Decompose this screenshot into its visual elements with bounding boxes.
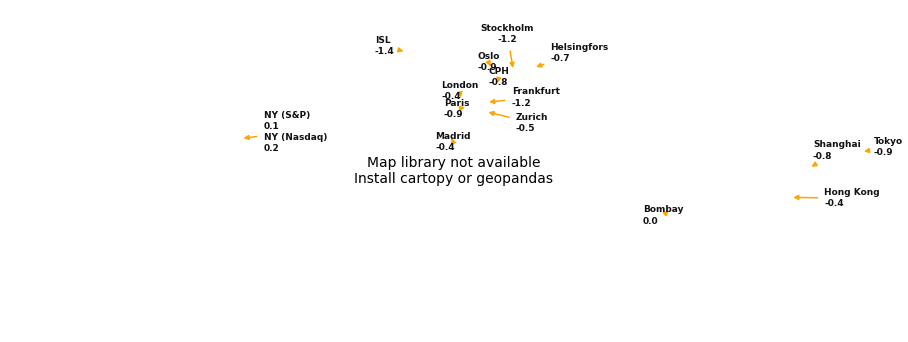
Text: Oslo
-0.9: Oslo -0.9 bbox=[477, 52, 499, 71]
Text: CPH
-0.8: CPH -0.8 bbox=[489, 67, 509, 87]
Text: Hong Kong
-0.4: Hong Kong -0.4 bbox=[794, 188, 880, 208]
Text: Paris
-0.9: Paris -0.9 bbox=[444, 100, 469, 119]
Text: Tokyo
-0.9: Tokyo -0.9 bbox=[865, 137, 903, 157]
Text: London
-0.4: London -0.4 bbox=[441, 81, 479, 101]
Text: Helsingfors
-0.7: Helsingfors -0.7 bbox=[538, 43, 609, 67]
Text: ISL
-1.4: ISL -1.4 bbox=[375, 36, 402, 56]
Text: Frankfurt
-1.2: Frankfurt -1.2 bbox=[490, 88, 559, 107]
Text: Zurich
-0.5: Zurich -0.5 bbox=[490, 111, 548, 133]
Text: NY (S&P)
0.1
NY (Nasdaq)
0.2: NY (S&P) 0.1 NY (Nasdaq) 0.2 bbox=[245, 110, 327, 153]
Text: Stockholm
-1.2: Stockholm -1.2 bbox=[480, 24, 534, 66]
Text: Bombay
0.0: Bombay 0.0 bbox=[643, 206, 684, 225]
Text: Shanghai
-0.8: Shanghai -0.8 bbox=[813, 141, 861, 166]
Text: Map library not available
Install cartopy or geopandas: Map library not available Install cartop… bbox=[354, 156, 554, 186]
Text: Madrid
-0.4: Madrid -0.4 bbox=[435, 132, 470, 152]
